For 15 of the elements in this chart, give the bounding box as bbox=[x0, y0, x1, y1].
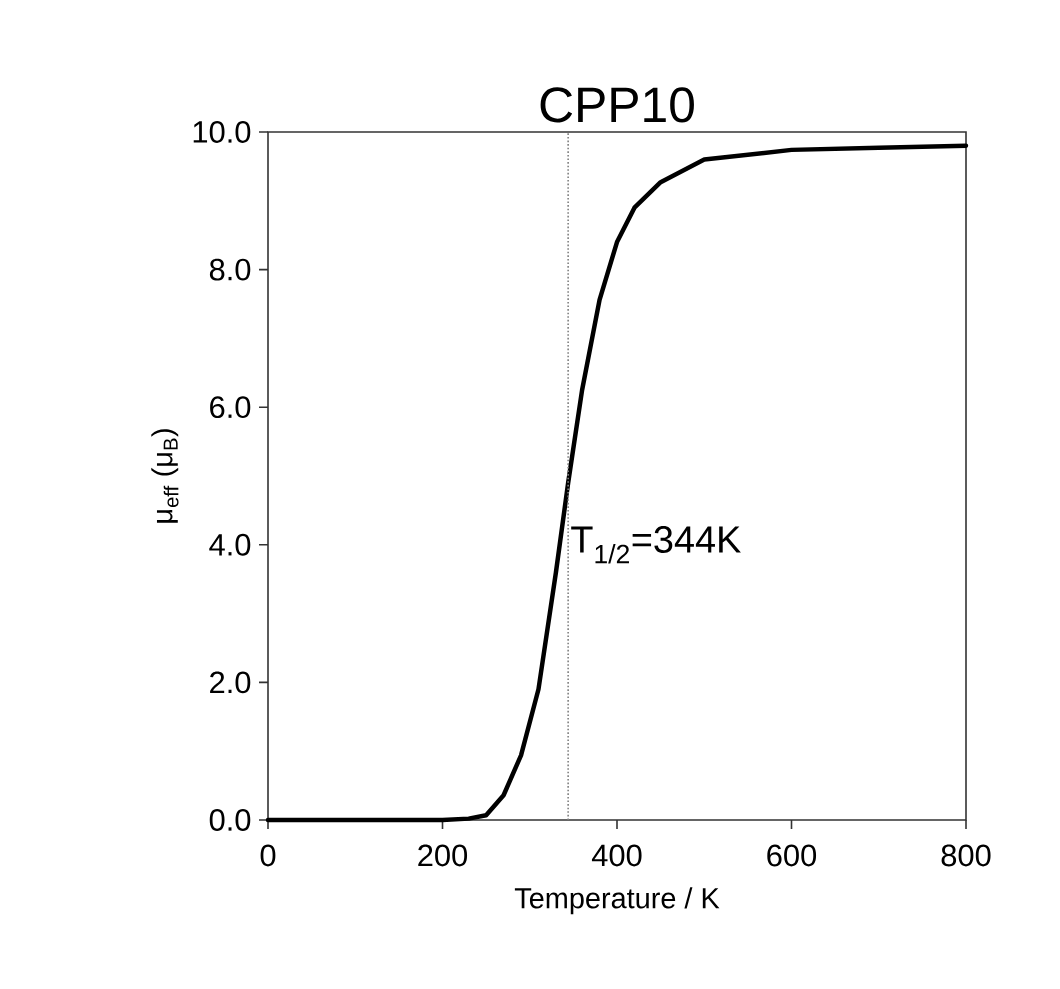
y-tick-label: 4.0 bbox=[209, 533, 251, 556]
y-axis-title: μ$_{eff}$ (μ$_{B}$) bbox=[151, 429, 179, 523]
y-tick-label: 2.0 bbox=[210, 671, 251, 694]
chart-title: CPP10 bbox=[540, 87, 694, 123]
y-tick-label: 10.0 bbox=[193, 121, 251, 143]
x-axis-title: Temperature / K bbox=[514, 887, 720, 915]
y-tick-label: 8.0 bbox=[209, 258, 251, 281]
x-tick-label: 600 bbox=[767, 844, 817, 867]
x-tick-label: 200 bbox=[418, 844, 468, 867]
y-tick-label: 6.0 bbox=[210, 396, 251, 419]
y-tick-label: 0.0 bbox=[209, 809, 251, 831]
ref-line-label: T$_{1/2}$=344K bbox=[571, 526, 741, 564]
x-tick-label: 0 bbox=[260, 844, 276, 867]
x-tick-label: 800 bbox=[941, 844, 991, 867]
x-tick-label: 400 bbox=[591, 844, 642, 867]
